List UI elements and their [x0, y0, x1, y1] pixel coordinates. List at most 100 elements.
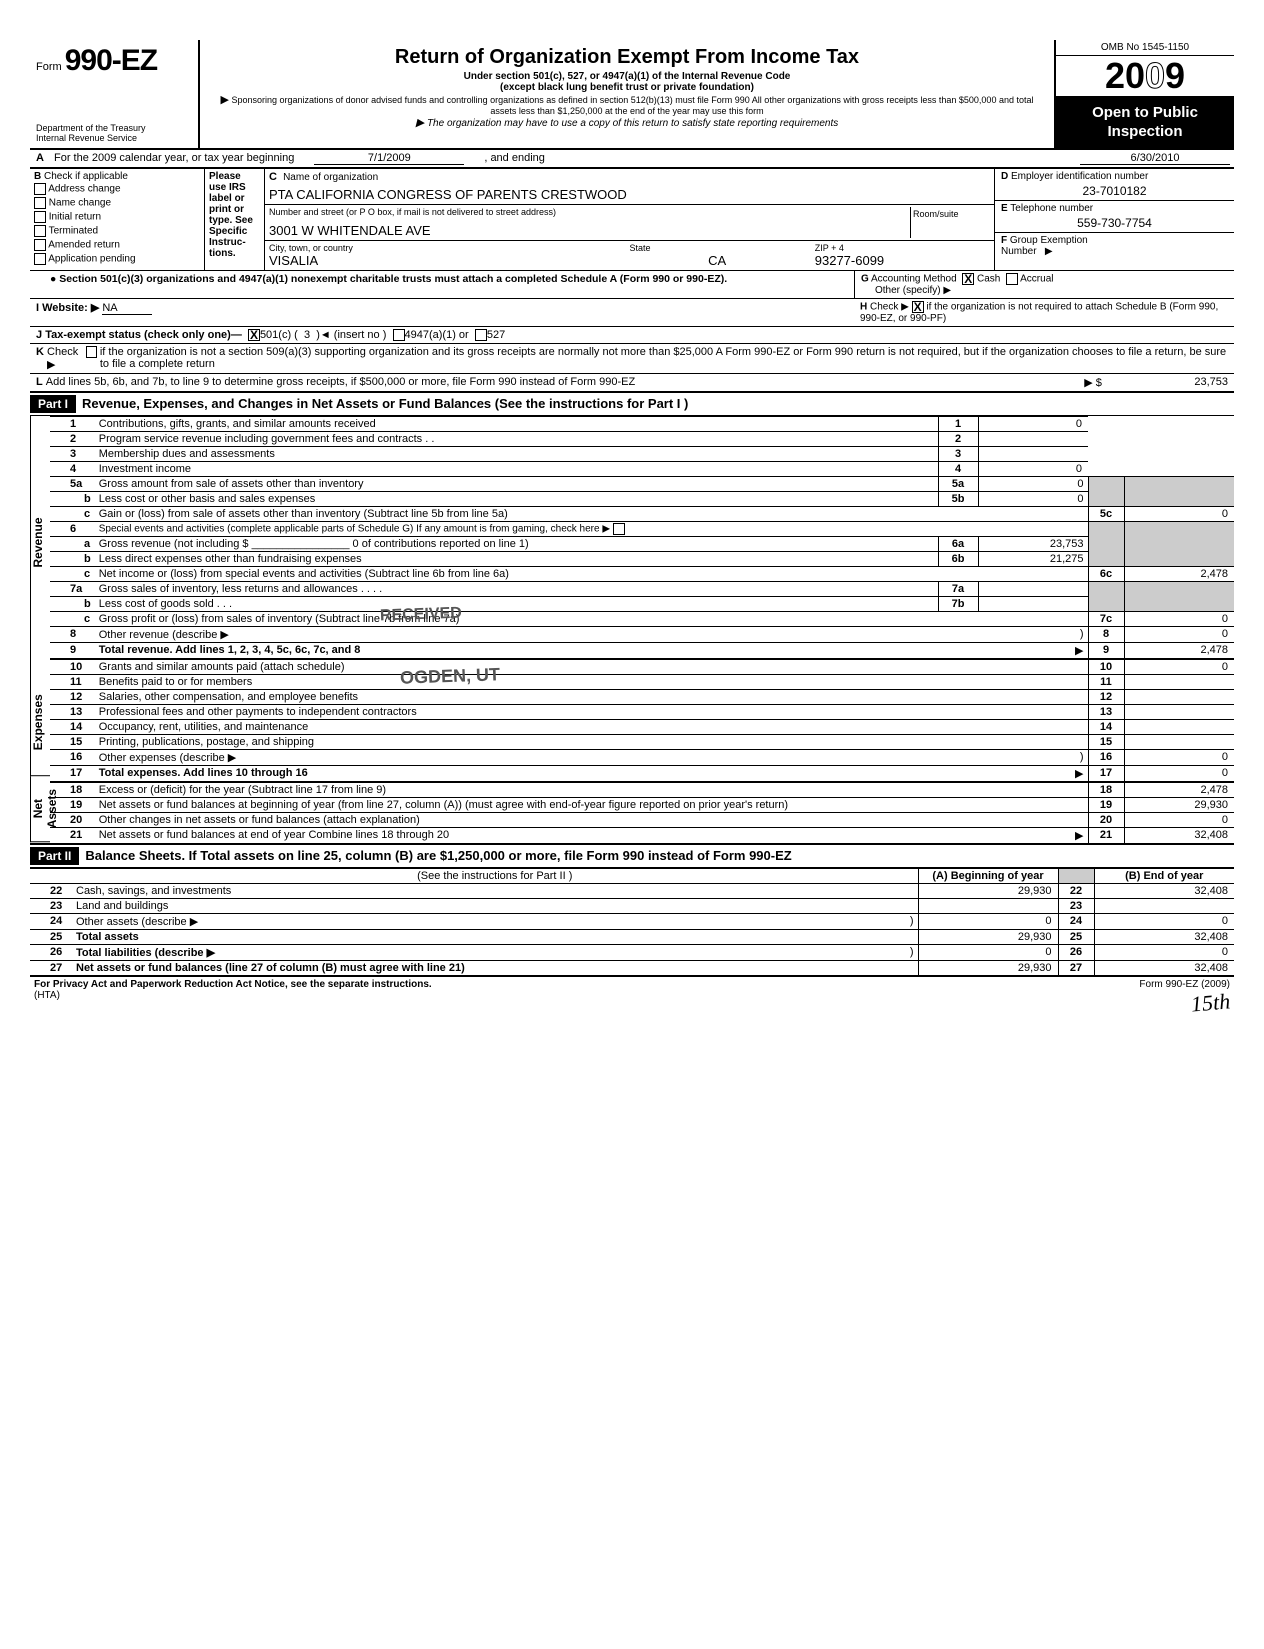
line2-text: Program service revenue including govern… [95, 431, 938, 446]
org-state[interactable]: CA [630, 253, 805, 268]
line4-text: Investment income [95, 461, 938, 476]
org-zip[interactable]: 93277-6099 [815, 253, 990, 268]
line21-text: Net assets or fund balances at end of ye… [99, 829, 449, 841]
checkbox-initial-return[interactable] [34, 211, 46, 223]
org-name[interactable]: PTA CALIFORNIA CONGRESS OF PARENTS CREST… [269, 183, 990, 202]
checkbox-k[interactable] [86, 346, 97, 358]
line5a-text: Gross amount from sale of assets other t… [95, 476, 938, 491]
phone-value[interactable]: 559-730-7754 [1001, 214, 1228, 230]
line7b-val[interactable] [978, 596, 1088, 611]
line15-val[interactable] [1124, 734, 1234, 749]
line21-val[interactable]: 32,408 [1124, 827, 1234, 843]
line6b-val[interactable]: 21,275 [978, 551, 1088, 566]
l-text: Add lines 5b, 6b, and 7b, to line 9 to d… [46, 376, 1084, 389]
label-j: J [36, 329, 42, 341]
bal24-b[interactable]: 0 [1094, 913, 1234, 929]
line20-text: Other changes in net assets or fund bala… [95, 812, 1088, 827]
line6a-val[interactable]: 23,753 [978, 536, 1088, 551]
line7c-val[interactable]: 0 [1124, 611, 1234, 626]
form-prefix: Form [36, 61, 62, 73]
year-suffix: 9 [1165, 55, 1185, 96]
form-header: Form 990-EZ Department of the Treasury I… [30, 40, 1234, 150]
org-city[interactable]: VISALIA [269, 253, 620, 268]
bal23-text: Land and buildings [72, 898, 918, 913]
line14-text: Occupancy, rent, utilities, and maintena… [95, 719, 1088, 734]
k-rest: if the organization is not a section 509… [100, 346, 1228, 371]
open-line1: Open to Public [1060, 103, 1230, 123]
checkbox-accrual[interactable] [1006, 273, 1018, 285]
line5a-val[interactable]: 0 [978, 476, 1088, 491]
omb-number: OMB No 1545-1150 [1056, 40, 1234, 56]
line11-val[interactable] [1124, 674, 1234, 689]
bal23-a[interactable] [918, 898, 1058, 913]
g-accrual: Accrual [1020, 273, 1053, 284]
bal22-b[interactable]: 32,408 [1094, 883, 1234, 898]
line20-val[interactable]: 0 [1124, 812, 1234, 827]
form-990ez: Form 990-EZ Department of the Treasury I… [30, 40, 1234, 1018]
line4-val[interactable]: 0 [978, 461, 1088, 476]
line12-val[interactable] [1124, 689, 1234, 704]
line15-text: Printing, publications, postage, and shi… [95, 734, 1088, 749]
part2-header: Part II Balance Sheets. If Total assets … [30, 843, 1234, 868]
line18-val[interactable]: 2,478 [1124, 782, 1234, 798]
j-c-num[interactable]: 3 [304, 329, 310, 341]
line13-val[interactable] [1124, 704, 1234, 719]
bal24-a[interactable]: 0 [918, 913, 1058, 929]
line14-val[interactable] [1124, 719, 1234, 734]
sec501-note: Section 501(c)(3) organizations and 4947… [59, 273, 727, 285]
bal25-b[interactable]: 32,408 [1094, 929, 1234, 944]
line7a-val[interactable] [978, 581, 1088, 596]
section-c: C Name of organization PTA CALIFORNIA CO… [265, 169, 994, 270]
bal27-a[interactable]: 29,930 [918, 960, 1058, 975]
bal26-b[interactable]: 0 [1094, 944, 1234, 960]
ein-value[interactable]: 23-7010182 [1001, 182, 1228, 198]
bal25-a[interactable]: 29,930 [918, 929, 1058, 944]
website-value[interactable]: NA [102, 302, 152, 315]
checkbox-501c[interactable] [248, 329, 260, 341]
line19-val[interactable]: 29,930 [1124, 797, 1234, 812]
l-value[interactable]: 23,753 [1108, 376, 1228, 389]
line6c-val[interactable]: 2,478 [1124, 566, 1234, 581]
line10-val[interactable]: 0 [1124, 659, 1234, 675]
org-street[interactable]: 3001 W WHITENDALE AVE [269, 217, 910, 238]
a-end-date[interactable]: 6/30/2010 [1080, 152, 1230, 165]
checkbox-amended[interactable] [34, 239, 46, 251]
bal23-b[interactable] [1094, 898, 1234, 913]
checkbox-gaming[interactable] [613, 523, 625, 535]
line2-val[interactable] [978, 431, 1088, 446]
checkbox-cash[interactable] [962, 273, 974, 285]
bal27-b[interactable]: 32,408 [1094, 960, 1234, 975]
checkbox-pending[interactable] [34, 253, 46, 265]
checkbox-527[interactable] [475, 329, 487, 341]
checkbox-h[interactable] [912, 301, 924, 313]
line5c-val[interactable]: 0 [1124, 506, 1234, 521]
checkbox-4947[interactable] [393, 329, 405, 341]
sidebar-expenses: Expenses [30, 669, 50, 776]
copy-note: The organization may have to use a copy … [427, 118, 838, 129]
line5b-val[interactable]: 0 [978, 491, 1088, 506]
please-use-irs: Please use IRS label or print or type. S… [205, 169, 265, 270]
bal22-a[interactable]: 29,930 [918, 883, 1058, 898]
line9-val[interactable]: 2,478 [1124, 642, 1234, 659]
bal26-a[interactable]: 0 [918, 944, 1058, 960]
bal26-text: Total liabilities (describe ▶ [76, 947, 215, 959]
line1-val[interactable]: 0 [978, 416, 1088, 431]
checkbox-terminated[interactable] [34, 225, 46, 237]
part1-table: 1Contributions, gifts, grants, and simil… [50, 416, 1234, 843]
line3-val[interactable] [978, 446, 1088, 461]
checkbox-address-change[interactable] [34, 183, 46, 195]
label-h: H [860, 301, 867, 312]
block-b-to-f: B Check if applicable Address change Nam… [30, 168, 1234, 271]
handwritten-note: 15th [1190, 988, 1231, 1017]
open-line2: Inspection [1060, 122, 1230, 142]
line7b-text: Less cost of goods sold . . . [95, 596, 938, 611]
part1-header: Part I Revenue, Expenses, and Changes in… [30, 393, 1234, 416]
checkbox-name-change[interactable] [34, 197, 46, 209]
sidebar-netassets: Net Assets [30, 776, 50, 842]
a-begin-date[interactable]: 7/1/2009 [314, 152, 464, 165]
line16-val[interactable]: 0 [1124, 749, 1234, 765]
a-text: For the 2009 calendar year, or tax year … [54, 152, 294, 165]
line17-val[interactable]: 0 [1124, 765, 1234, 782]
line8-val[interactable]: 0 [1124, 626, 1234, 642]
line16-text: Other expenses (describe ▶ [99, 752, 236, 764]
